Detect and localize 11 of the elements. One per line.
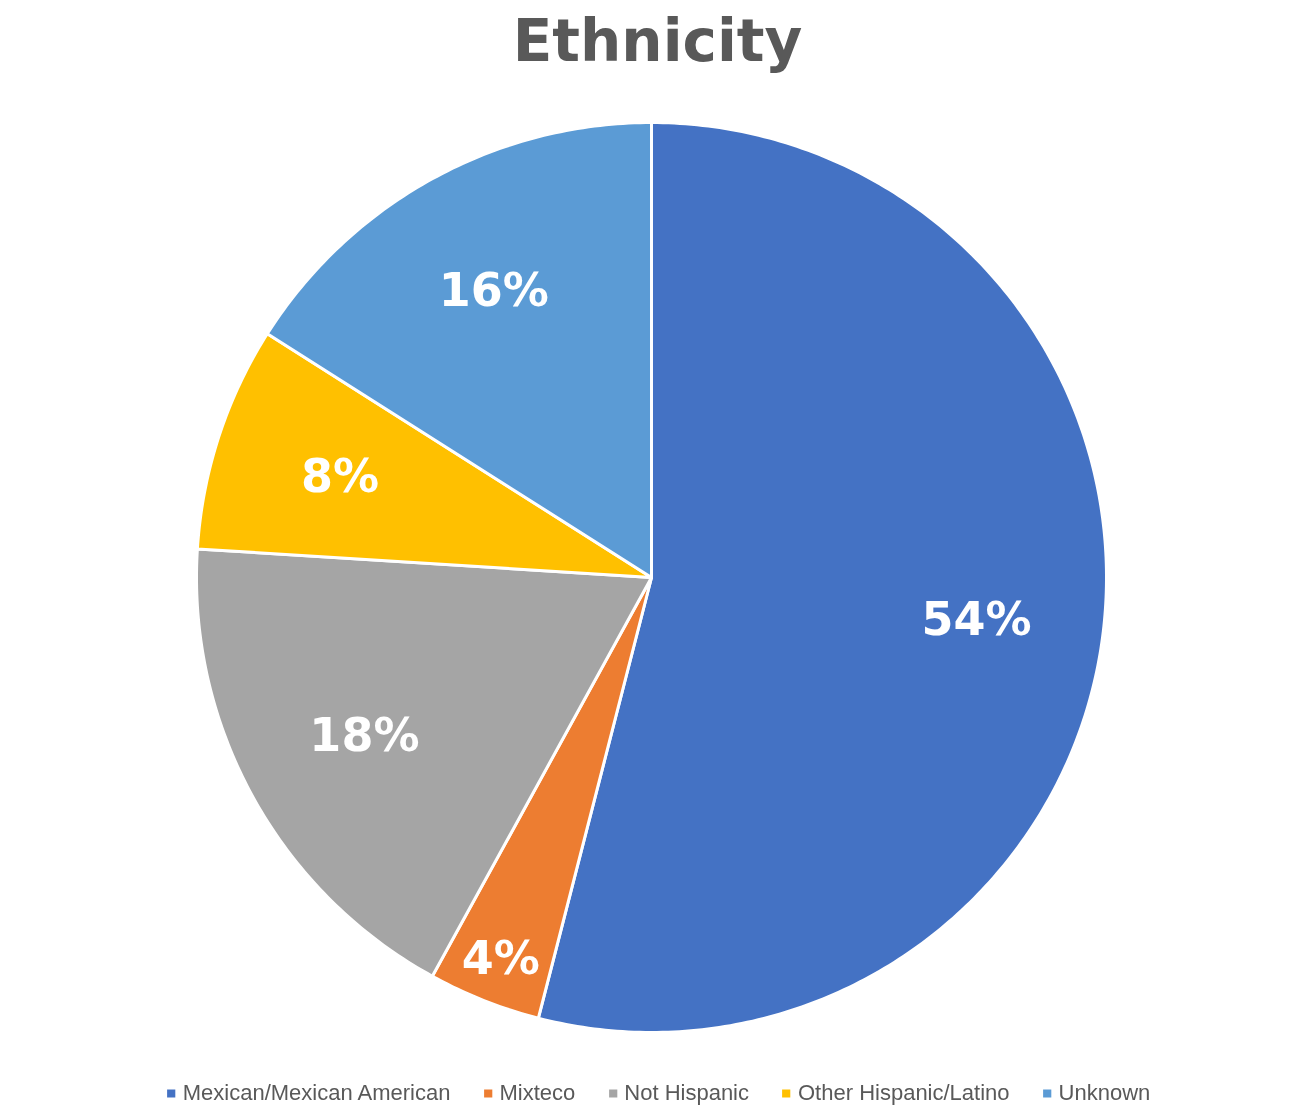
legend-label: Not Hispanic	[624, 1080, 750, 1106]
legend-label: Unknown	[1058, 1080, 1151, 1106]
data-label: 18%	[309, 708, 420, 763]
data-label: 4%	[461, 931, 540, 986]
data-label: 8%	[300, 449, 379, 504]
chart-title: Ethnicity	[512, 6, 803, 75]
data-label: 16%	[438, 263, 549, 318]
legend-label: Other Hispanic/Latino	[798, 1080, 1010, 1106]
legend-label: Mixteco	[499, 1080, 576, 1106]
legend-label: Mexican/Mexican American	[182, 1080, 451, 1106]
data-label: 54%	[921, 591, 1032, 646]
